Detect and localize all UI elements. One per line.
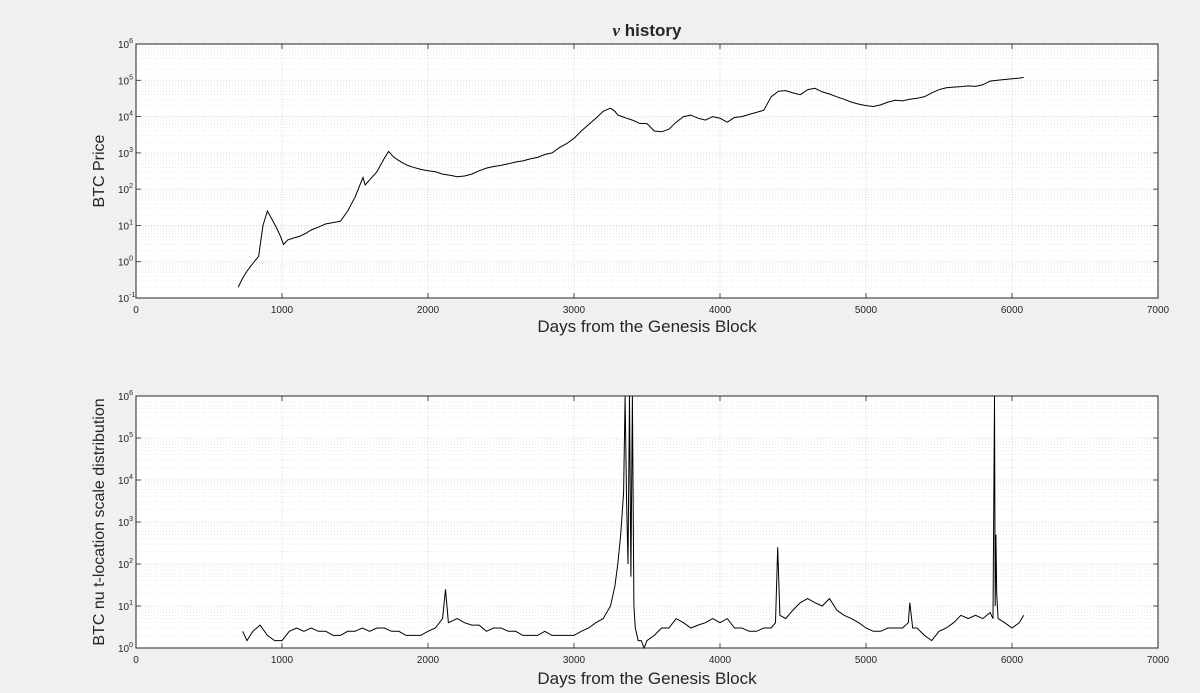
price-x-axis-label: Days from the Genesis Block — [537, 317, 757, 336]
nu-x-tick-label: 1000 — [271, 655, 294, 666]
nu-x-tick-label: 6000 — [1001, 655, 1024, 666]
price-y-tick-exponent: 1 — [129, 219, 133, 226]
nu-x-tick-label: 3000 — [563, 655, 586, 666]
chart-title: ν history — [613, 21, 682, 40]
nu-x-tick-label: 4000 — [709, 655, 732, 666]
price-x-tick-label: 2000 — [417, 305, 440, 316]
nu-x-tick-label: 0 — [133, 655, 139, 666]
price-x-tick-label: 5000 — [855, 305, 878, 316]
nu-y-tick-exponent: 4 — [129, 474, 133, 481]
nu-y-tick-exponent: 0 — [129, 642, 133, 649]
nu-x-axis-label: Days from the Genesis Block — [537, 669, 757, 688]
price-x-tick-label: 1000 — [271, 305, 294, 316]
price-plot-area — [136, 44, 1158, 298]
price-x-tick-label: 6000 — [1001, 305, 1024, 316]
nu-x-tick-label: 2000 — [417, 655, 440, 666]
price-y-tick-exponent: -1 — [129, 292, 135, 299]
price-y-tick-exponent: 3 — [129, 147, 133, 154]
price-y-tick-exponent: 2 — [129, 183, 133, 190]
nu-y-axis-label: BTC nu t-location scale distribution — [91, 398, 108, 645]
price-y-tick-exponent: 0 — [129, 256, 133, 263]
nu-series-line — [242, 395, 1025, 650]
price-plot-x-tick-labels: 0 1000 2000 3000 4000 5000 6000 7000 — [133, 305, 1169, 316]
title-text: history — [620, 21, 682, 40]
price-y-axis-label: BTC Price — [91, 134, 108, 207]
price-series-line — [237, 76, 1024, 288]
price-x-tick-label: 3000 — [563, 305, 586, 316]
price-y-tick-exponent: 6 — [129, 38, 133, 45]
price-x-tick-label: 7000 — [1147, 305, 1170, 316]
price-plot-grid — [135, 43, 1159, 299]
nu-y-tick-exponent: 1 — [129, 600, 133, 607]
nu-y-tick-exponent: 3 — [129, 516, 133, 523]
nu-plot-x-tick-labels: 0 1000 2000 3000 4000 5000 6000 7000 — [133, 655, 1169, 666]
title-nu-symbol: ν — [613, 21, 621, 40]
price-x-tick-label: 0 — [133, 305, 139, 316]
price-plot: 0 1000 2000 3000 4000 5000 6000 7000 10-1100101… — [91, 38, 1170, 336]
nu-x-tick-label: 5000 — [855, 655, 878, 666]
price-plot-border — [135, 43, 1159, 299]
nu-x-tick-label: 7000 — [1147, 655, 1170, 666]
price-y-tick-exponent: 4 — [129, 111, 133, 118]
nu-y-tick-exponent: 5 — [129, 432, 133, 439]
nu-plot-border — [135, 395, 1159, 649]
nu-y-tick-exponent: 6 — [129, 390, 133, 397]
nu-plot: 0 1000 2000 3000 4000 5000 6000 7000 1001011021… — [91, 390, 1170, 688]
nu-plot-grid — [135, 395, 1159, 649]
nu-y-tick-exponent: 2 — [129, 558, 133, 565]
price-x-tick-label: 4000 — [709, 305, 732, 316]
price-y-tick-exponent: 5 — [129, 74, 133, 81]
